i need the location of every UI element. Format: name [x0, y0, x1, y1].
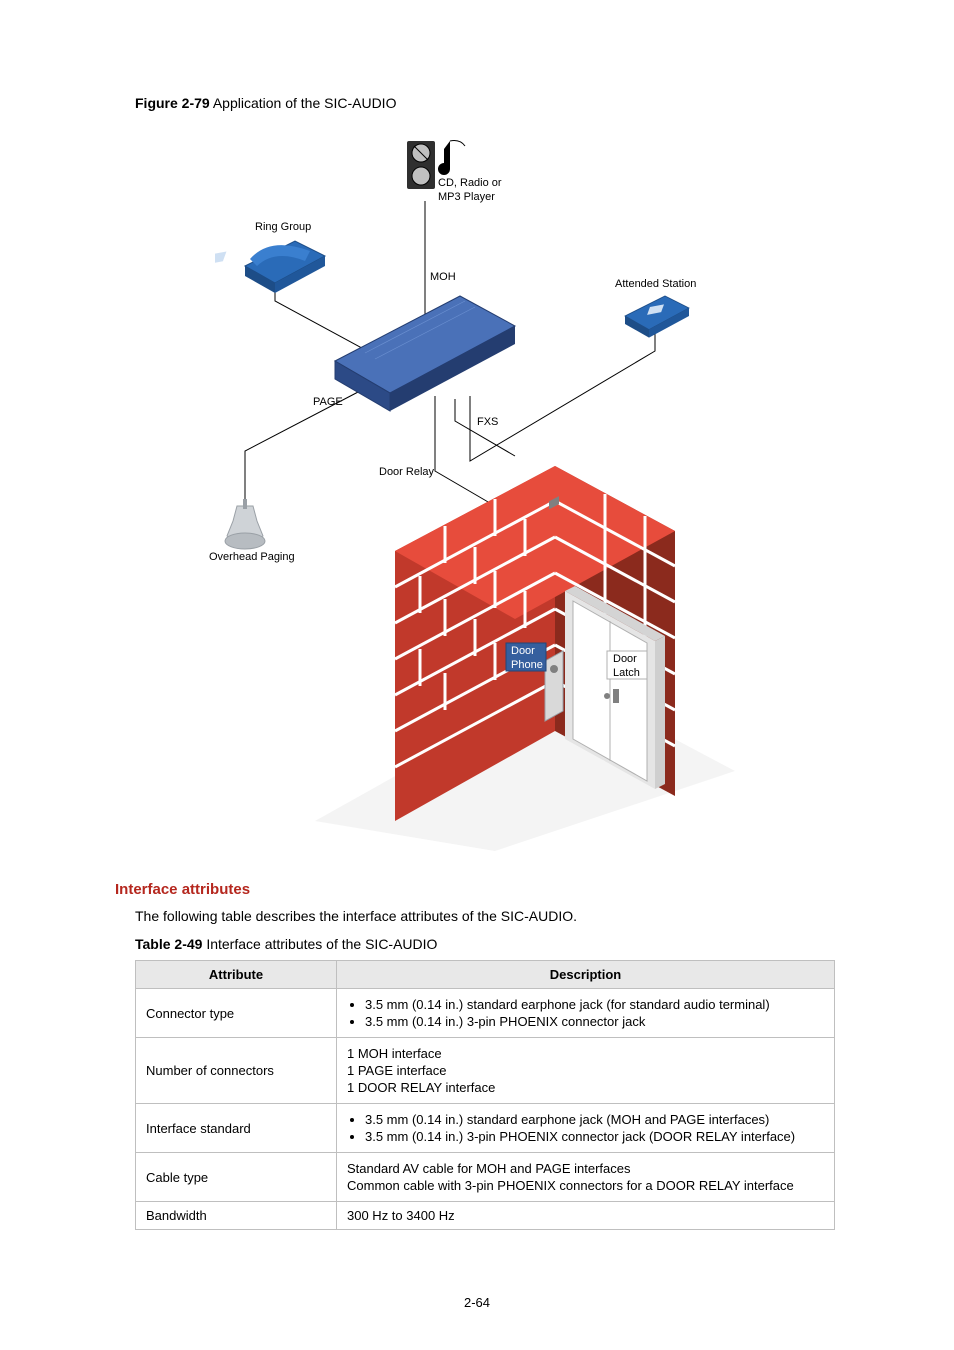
cell-attr: Interface standard — [136, 1104, 337, 1153]
table-caption-rest: Interface attributes of the SIC-AUDIO — [202, 936, 437, 952]
label-cd-radio-mp3: CD, Radio or MP3 Player — [438, 177, 502, 205]
label-page: PAGE — [313, 396, 343, 410]
intro-text: The following table describes the interf… — [135, 908, 859, 924]
label-attended-station: Attended Station — [615, 278, 696, 292]
interface-attributes-table: Attribute Description Connector type 3.5… — [135, 960, 835, 1230]
line: 1 DOOR RELAY interface — [347, 1080, 824, 1095]
table-caption-bold: Table 2-49 — [135, 936, 202, 952]
label-overhead-paging: Overhead Paging — [209, 551, 295, 565]
label-moh: MOH — [430, 271, 456, 285]
line: 1 PAGE interface — [347, 1063, 824, 1078]
th-description: Description — [337, 961, 835, 989]
table-row: Interface standard 3.5 mm (0.14 in.) sta… — [136, 1104, 835, 1153]
line: Standard AV cable for MOH and PAGE inter… — [347, 1161, 824, 1176]
page: Figure 2-79 Application of the SIC-AUDIO — [0, 0, 954, 1350]
section-heading: Interface attributes — [115, 881, 859, 898]
cell-desc: Standard AV cable for MOH and PAGE inter… — [337, 1153, 835, 1202]
page-number: 2-64 — [0, 1295, 954, 1310]
label-fxs: FXS — [477, 416, 498, 430]
list-item: 3.5 mm (0.14 in.) standard earphone jack… — [365, 1112, 824, 1127]
line: Common cable with 3-pin PHOENIX connecto… — [347, 1178, 824, 1193]
cell-desc: 1 MOH interface 1 PAGE interface 1 DOOR … — [337, 1038, 835, 1104]
ring-group-phone-icon — [215, 241, 325, 293]
cell-attr: Connector type — [136, 989, 337, 1038]
th-attribute: Attribute — [136, 961, 337, 989]
list-item: 3.5 mm (0.14 in.) 3-pin PHOENIX connecto… — [365, 1014, 824, 1029]
cell-attr: Cable type — [136, 1153, 337, 1202]
table-caption: Table 2-49 Interface attributes of the S… — [135, 936, 859, 952]
table-row: Cable type Standard AV cable for MOH and… — [136, 1153, 835, 1202]
figure-caption-bold: Figure 2-79 — [135, 95, 210, 111]
list-item: 3.5 mm (0.14 in.) 3-pin PHOENIX connecto… — [365, 1129, 824, 1144]
table-row: Connector type 3.5 mm (0.14 in.) standar… — [136, 989, 835, 1038]
cell-desc: 300 Hz to 3400 Hz — [337, 1202, 835, 1230]
label-ring-group: Ring Group — [255, 221, 311, 235]
line: 1 MOH interface — [347, 1046, 824, 1061]
label-door-phone: Door Phone — [511, 645, 543, 673]
attended-station-phone-icon — [625, 296, 689, 338]
figure-caption-rest: Application of the SIC-AUDIO — [210, 95, 397, 111]
table-header-row: Attribute Description — [136, 961, 835, 989]
table-row: Bandwidth 300 Hz to 3400 Hz — [136, 1202, 835, 1230]
label-door-latch: Door Latch — [613, 653, 640, 681]
list-item: 3.5 mm (0.14 in.) standard earphone jack… — [365, 997, 824, 1012]
cell-attr: Bandwidth — [136, 1202, 337, 1230]
cell-desc: 3.5 mm (0.14 in.) standard earphone jack… — [337, 1104, 835, 1153]
label-door-relay: Door Relay — [379, 466, 434, 480]
sic-audio-diagram: CD, Radio or MP3 Player Ring Group MOH A… — [215, 121, 775, 851]
overhead-paging-speaker-icon — [225, 499, 265, 549]
table-row: Number of connectors 1 MOH interface 1 P… — [136, 1038, 835, 1104]
cell-desc: 3.5 mm (0.14 in.) standard earphone jack… — [337, 989, 835, 1038]
cell-attr: Number of connectors — [136, 1038, 337, 1104]
figure-caption: Figure 2-79 Application of the SIC-AUDIO — [135, 95, 859, 111]
